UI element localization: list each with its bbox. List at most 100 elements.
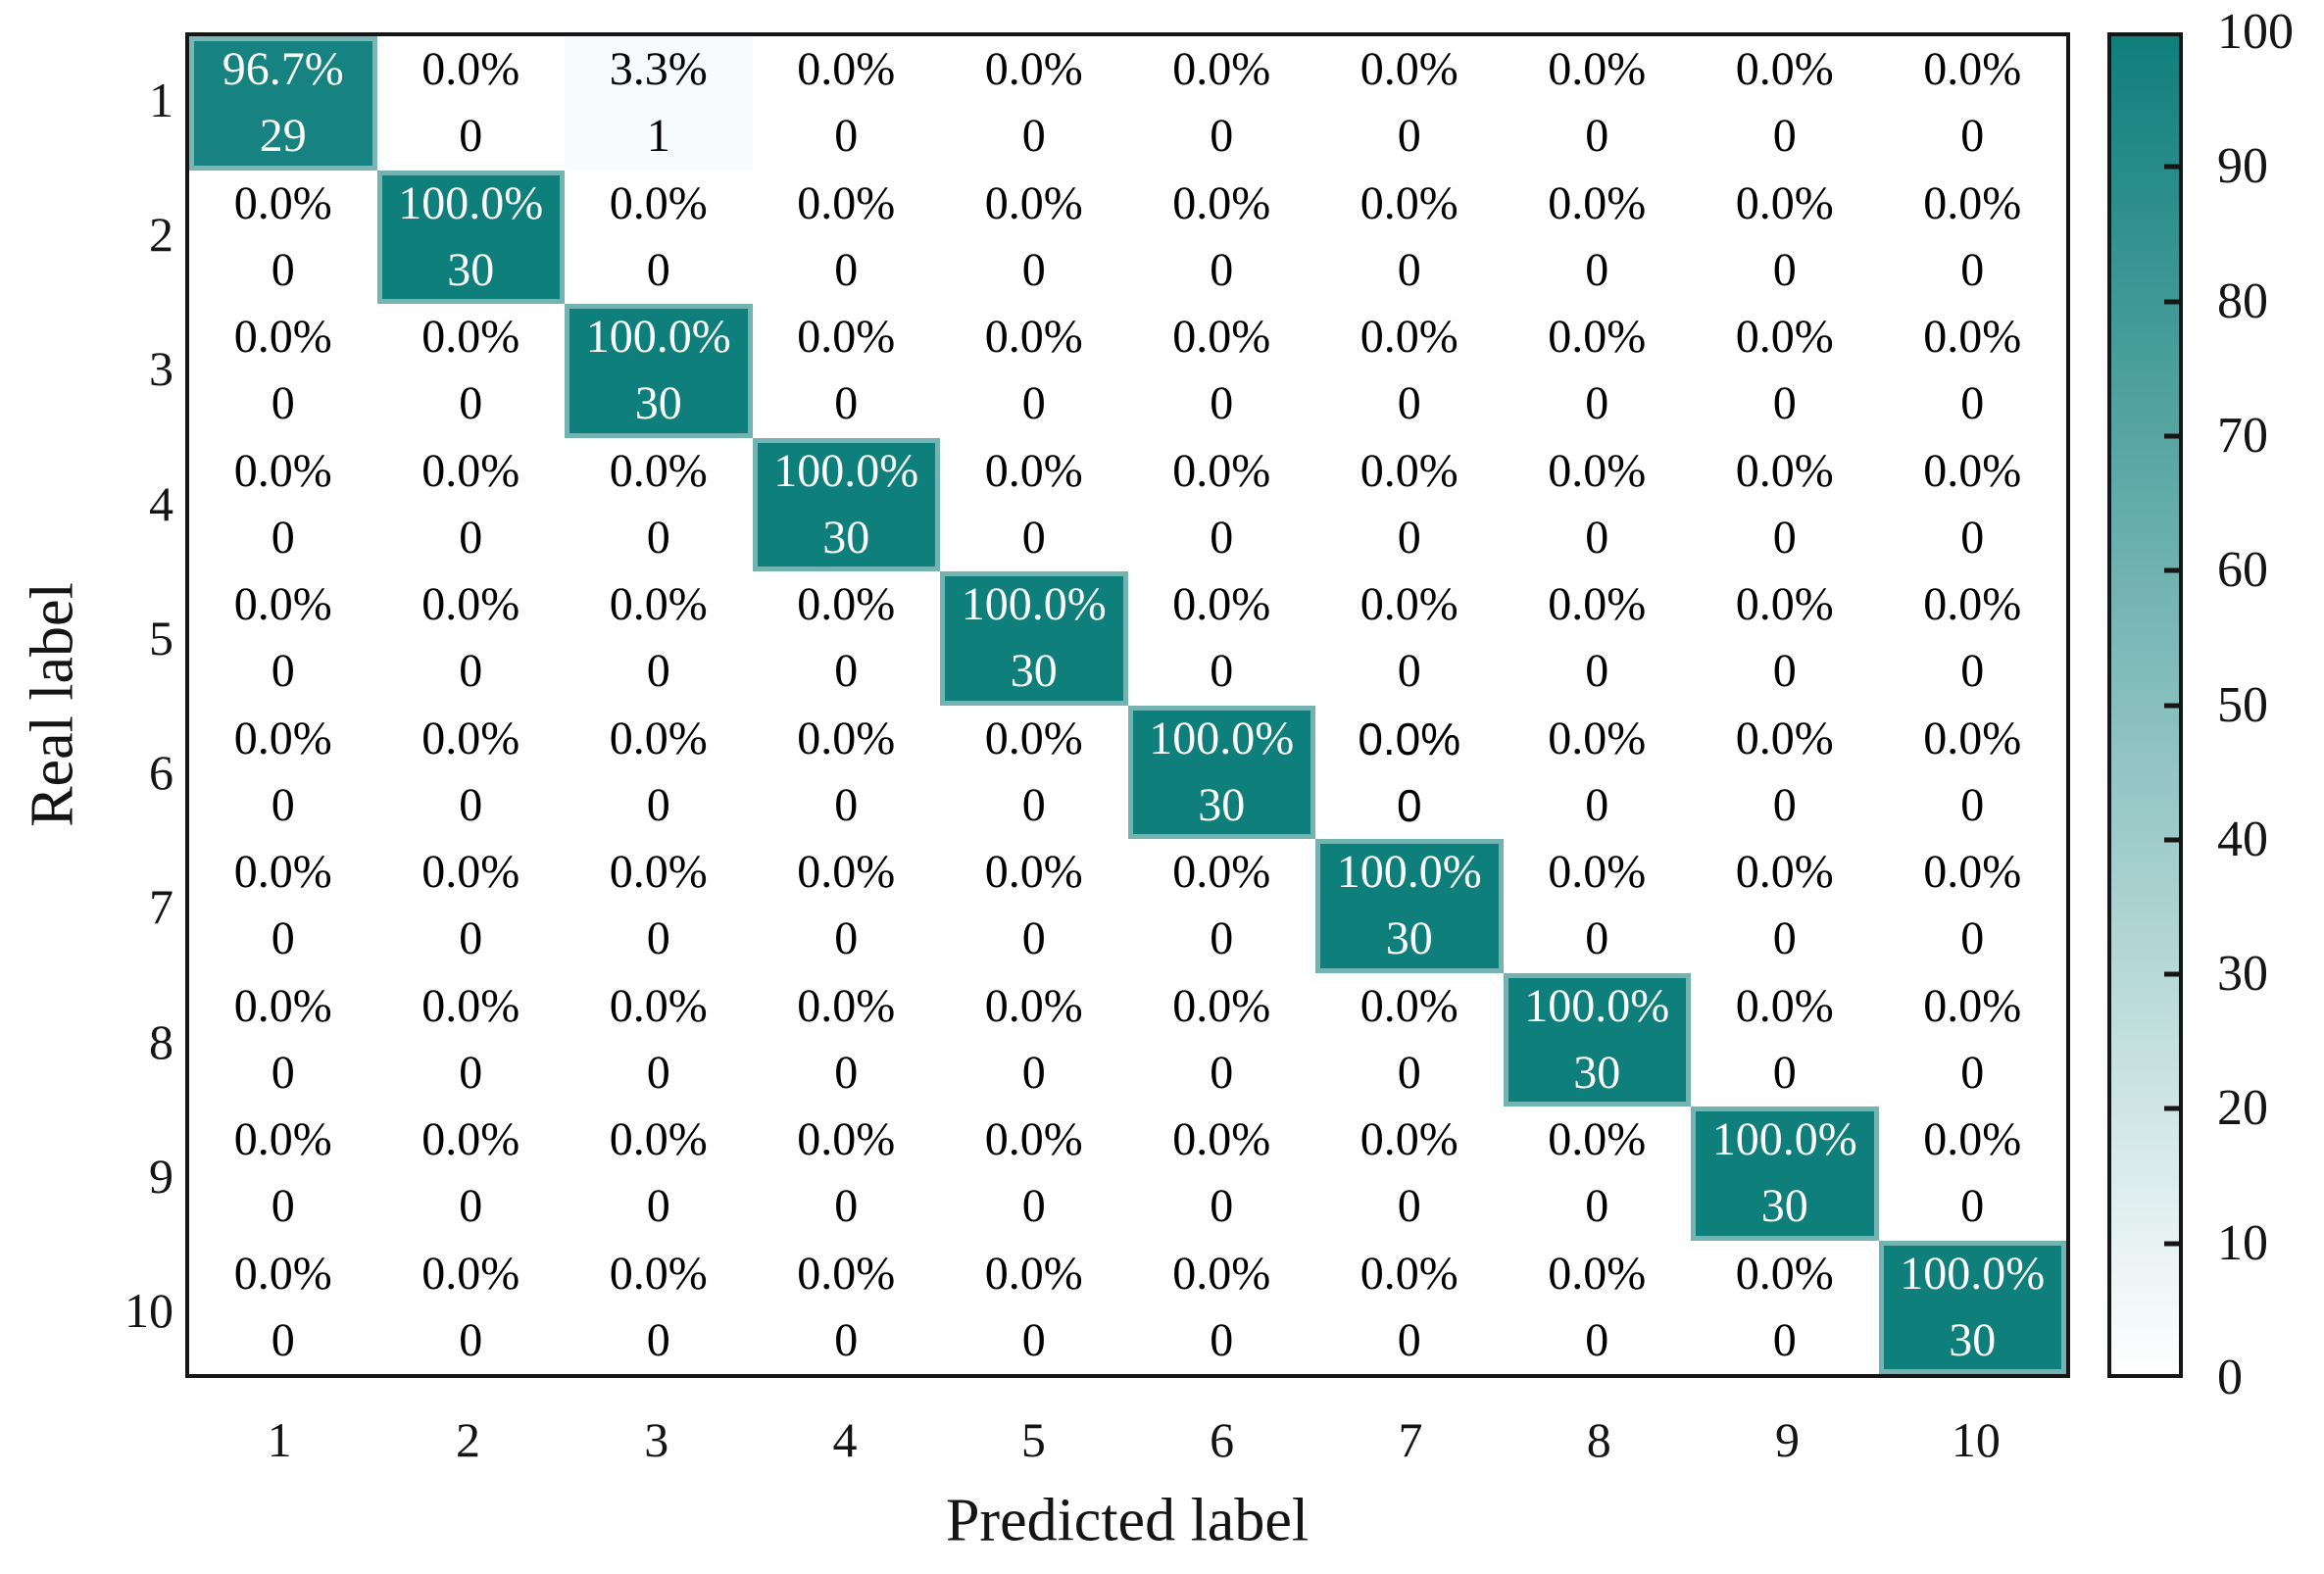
cell-percent: 0.0% bbox=[984, 311, 1083, 364]
cell-percent: 0.0% bbox=[797, 43, 896, 96]
cell-count: 0 bbox=[646, 912, 670, 965]
matrix-cell: 0.0% 0 bbox=[940, 437, 1128, 571]
cell-percent: 0.0% bbox=[1360, 444, 1459, 497]
cell-percent: 3.3% bbox=[609, 43, 708, 96]
matrix-cell: 0.0% 0 bbox=[1878, 1107, 2066, 1241]
matrix-cell: 0.0% 0 bbox=[376, 1240, 565, 1374]
cell-percent: 0.0% bbox=[1923, 846, 2022, 899]
cell-percent: 0.0% bbox=[984, 176, 1083, 229]
matrix-cell: 0.0% 0 bbox=[1315, 1240, 1504, 1374]
cell-percent: 0.0% bbox=[1735, 176, 1834, 229]
cell-count: 0 bbox=[646, 778, 670, 831]
matrix-cell: 0.0% 0 bbox=[565, 170, 753, 304]
cell-percent: 0.0% bbox=[1923, 176, 2022, 229]
x-tick-label: 6 bbox=[1210, 1412, 1235, 1467]
matrix-cell: 0.0% 0 bbox=[752, 1107, 940, 1241]
matrix-cell: 0.0% 0 bbox=[1127, 170, 1315, 304]
matrix-cell: 0.0% 0 bbox=[376, 36, 565, 171]
cell-count: 0 bbox=[1021, 110, 1046, 163]
cell-count: 0 bbox=[1210, 912, 1234, 965]
cell-percent: 0.0% bbox=[1360, 578, 1459, 631]
cell-count: 0 bbox=[646, 1046, 670, 1099]
cell-percent: 0.0% bbox=[421, 444, 520, 497]
cell-percent: 0.0% bbox=[1548, 846, 1647, 899]
cell-count: 0 bbox=[1397, 377, 1421, 430]
matrix-cell: 0.0% 0 bbox=[565, 839, 753, 973]
cell-percent: 0.0% bbox=[797, 1113, 896, 1166]
x-tick-label: 4 bbox=[832, 1412, 858, 1467]
cell-count: 0 bbox=[646, 645, 670, 698]
cell-percent: 0.0% bbox=[1172, 444, 1271, 497]
matrix-cell: 0.0% 0 bbox=[1503, 304, 1691, 438]
cell-percent: 0.0% bbox=[233, 176, 332, 229]
cell-count: 0 bbox=[646, 1313, 670, 1366]
cell-count: 0 bbox=[1772, 1313, 1797, 1366]
cell-percent: 100.0% bbox=[1336, 846, 1482, 899]
matrix-cell: 0.0% 0 bbox=[1315, 437, 1504, 571]
cell-percent: 0.0% bbox=[797, 176, 896, 229]
colorbar-tick-label: 40 bbox=[2217, 811, 2268, 867]
cell-count: 0 bbox=[271, 511, 295, 564]
cell-percent: 0.0% bbox=[797, 578, 896, 631]
matrix-cell: 0.0% 0 bbox=[376, 1107, 565, 1241]
colorbar-tick bbox=[2164, 971, 2179, 977]
cell-count: 0 bbox=[1021, 912, 1046, 965]
matrix-cell: 0.0% 0 bbox=[189, 1240, 377, 1374]
cell-percent: 0.0% bbox=[1548, 43, 1647, 96]
cell-count: 0 bbox=[271, 778, 295, 831]
matrix-cell: 0.0% 0 bbox=[752, 839, 940, 973]
colorbar-tick bbox=[2164, 567, 2179, 573]
cell-count: 0 bbox=[1585, 243, 1609, 296]
cell-percent: 0.0% bbox=[1548, 444, 1647, 497]
cell-count: 30 bbox=[1760, 1180, 1808, 1233]
cell-percent: 100.0% bbox=[1711, 1113, 1857, 1166]
colorbar-tick bbox=[2164, 299, 2179, 305]
matrix-cell: 0.0% 0 bbox=[752, 1240, 940, 1374]
cell-count: 0 bbox=[834, 778, 859, 831]
y-tick-label: 10 bbox=[124, 1283, 173, 1339]
cell-count: 29 bbox=[259, 110, 307, 163]
matrix-cell: 0.0% 0 bbox=[752, 170, 940, 304]
cell-count: 0 bbox=[834, 645, 859, 698]
matrix-cell: 100.0% 30 bbox=[1691, 1107, 1879, 1241]
matrix-cell: 0.0% 0 bbox=[1878, 304, 2066, 438]
colorbar-tick-label: 60 bbox=[2217, 542, 2268, 599]
matrix-cell: 0.0% 0 bbox=[189, 1107, 377, 1241]
colorbar-tick-label: 20 bbox=[2217, 1080, 2268, 1137]
cell-percent: 0.0% bbox=[421, 1113, 520, 1166]
matrix-cell: 0.0% 0 bbox=[752, 304, 940, 438]
cell-count: 0 bbox=[1210, 1046, 1234, 1099]
matrix-cell: 100.0% 30 bbox=[376, 170, 565, 304]
cell-count: 0 bbox=[1960, 1046, 1985, 1099]
cell-percent: 0.0% bbox=[1923, 311, 2022, 364]
matrix-cell: 0.0% 0 bbox=[1691, 972, 1879, 1107]
cell-percent: 0.0% bbox=[1360, 43, 1459, 96]
matrix-cell: 0.0% 0 bbox=[1503, 839, 1691, 973]
cell-percent: 0.0% bbox=[984, 712, 1083, 764]
cell-count: 0 bbox=[1210, 511, 1234, 564]
cell-count: 0 bbox=[1960, 110, 1985, 163]
colorbar-tick bbox=[2164, 1241, 2179, 1247]
cell-count: 0 bbox=[1397, 243, 1421, 296]
cell-percent: 0.0% bbox=[233, 1113, 332, 1166]
cell-count: 30 bbox=[1573, 1046, 1621, 1099]
colorbar-tick-label: 70 bbox=[2217, 407, 2268, 464]
colorbar-tick-label: 10 bbox=[2217, 1214, 2268, 1271]
cell-percent: 0.0% bbox=[797, 1247, 896, 1300]
cell-count: 0 bbox=[1960, 377, 1985, 430]
cell-percent: 0.0% bbox=[421, 578, 520, 631]
cell-percent: 0.0% bbox=[1923, 43, 2022, 96]
cell-percent: 0.0% bbox=[609, 846, 708, 899]
matrix-cell: 100.0% 30 bbox=[752, 437, 940, 571]
matrix-cell: 0.0% 0 bbox=[1878, 839, 2066, 973]
cell-count: 0 bbox=[1960, 778, 1985, 831]
cell-percent: 100.0% bbox=[585, 311, 731, 364]
matrix-cell: 0.0% 0 bbox=[189, 839, 377, 973]
matrix-cell: 0.0% 0 bbox=[189, 571, 377, 706]
matrix-cell: 0.0% 0 bbox=[1691, 304, 1879, 438]
cell-percent: 100.0% bbox=[961, 578, 1107, 631]
cell-percent: 0.0% bbox=[1548, 1247, 1647, 1300]
matrix-plot-area: 96.7% 29 0.0% 0 3.3% 1 0.0% 0 0.0% 0 0.0% 0 0.0% 0 0.0… bbox=[185, 32, 2070, 1378]
cell-percent: 0.0% bbox=[609, 578, 708, 631]
